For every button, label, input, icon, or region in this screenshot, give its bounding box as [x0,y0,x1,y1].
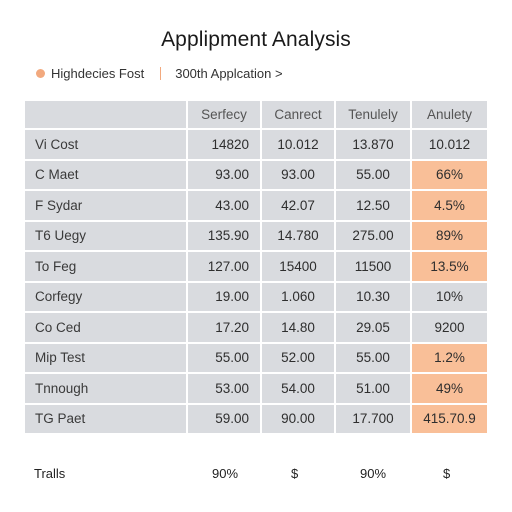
table-cell: 54.00 [260,372,336,405]
table-cell: 43.00 [186,189,262,222]
table-cell: 55.00 [186,341,262,374]
row-label: To Feg [23,250,188,283]
table-cell: 10% [410,280,489,313]
table-cell: 55.00 [334,158,412,191]
table-cell: 1.060 [260,280,336,313]
row-label: TG Paet [23,402,188,435]
legend-dot-icon [36,68,45,78]
highlighted-cell: 89% [410,219,489,252]
highlighted-cell: 13.5% [410,250,489,283]
table-row[interactable]: TG Paet 59.00 90.00 17.700 415.70.9 [23,402,489,435]
totals-value: 90% [360,466,387,481]
table-row[interactable]: Co Ced 17.20 14.80 29.05 9200 [23,311,489,344]
table-cell: 17.700 [334,402,412,435]
table-row[interactable]: Mip Test 55.00 52.00 55.00 1.2% [23,341,489,374]
table-row[interactable]: C Maet 93.00 93.00 55.00 66% [23,158,489,191]
highlighted-cell: 49% [410,372,489,405]
row-label: Mip Test [23,341,188,374]
table-cell: 53.00 [186,372,262,405]
totals-row: Tralls 90% $ 90% $ [0,466,512,484]
table-cell: 42.07 [260,189,336,222]
table-cell: 52.00 [260,341,336,374]
table-cell: 10.012 [410,128,489,161]
table-cell: 13.870 [334,128,412,161]
table-row[interactable]: F Sydar 43.00 42.07 12.50 4.5% [23,189,489,222]
table-row[interactable]: Vi Cost 14820 10.012 13.870 10.012 [23,128,489,161]
table-cell: 10.012 [260,128,336,161]
row-label: Corfegy [23,280,188,313]
highlighted-cell: 1.2% [410,341,489,374]
totals-value: $ [291,466,299,481]
page-title: Applipment Analysis [161,28,351,51]
application-link[interactable]: 300th Applcation > [175,65,283,81]
column-header-empty [23,99,188,130]
totals-value: $ [443,466,451,481]
table-cell: 19.00 [186,280,262,313]
table-cell: 59.00 [186,402,262,435]
totals-value: 90% [212,466,239,481]
row-label: Co Ced [23,311,188,344]
table-cell: 135.90 [186,219,262,252]
row-label: Tnnough [23,372,188,405]
legend-label: Highdecies Fost [51,65,145,81]
data-table: Serfecy Canrect Tenulely Anulety Vi Cost… [23,99,489,435]
table-cell: 55.00 [334,341,412,374]
highlighted-cell: 66% [410,158,489,191]
table-cell: 12.50 [334,189,412,222]
table-cell: 93.00 [186,158,262,191]
table-cell: 10.30 [334,280,412,313]
row-label: T6 Uegy [23,219,188,252]
column-header[interactable]: Serfecy [186,99,262,130]
table-cell: 14.80 [260,311,336,344]
legend: Highdecies Fost 300th Applcation > [36,64,283,82]
table-cell: 93.00 [260,158,336,191]
table-cell: 29.05 [334,311,412,344]
highlighted-cell: 415.70.9 [410,402,489,435]
table-row[interactable]: T6 Uegy 135.90 14.780 275.00 89% [23,219,489,252]
table-cell: 275.00 [334,219,412,252]
highlighted-cell: 4.5% [410,189,489,222]
table-cell: 11500 [334,250,412,283]
table-cell: 127.00 [186,250,262,283]
table-cell: 17.20 [186,311,262,344]
table-row[interactable]: To Feg 127.00 15400 11500 13.5% [23,250,489,283]
column-header[interactable]: Anulety [410,99,489,130]
table-cell: 90.00 [260,402,336,435]
table-cell: 9200 [410,311,489,344]
row-label: F Sydar [23,189,188,222]
legend-divider [160,66,162,80]
table-cell: 51.00 [334,372,412,405]
column-header[interactable]: Tenulely [334,99,412,130]
table-cell: 15400 [260,250,336,283]
totals-label: Tralls [34,466,66,481]
table-cell: 14.780 [260,219,336,252]
table-header-row: Serfecy Canrect Tenulely Anulety [23,99,489,130]
row-label: Vi Cost [23,128,188,161]
table-row[interactable]: Tnnough 53.00 54.00 51.00 49% [23,372,489,405]
table-row[interactable]: Corfegy 19.00 1.060 10.30 10% [23,280,489,313]
table-cell: 14820 [186,128,262,161]
column-header[interactable]: Canrect [260,99,336,130]
row-label: C Maet [23,158,188,191]
